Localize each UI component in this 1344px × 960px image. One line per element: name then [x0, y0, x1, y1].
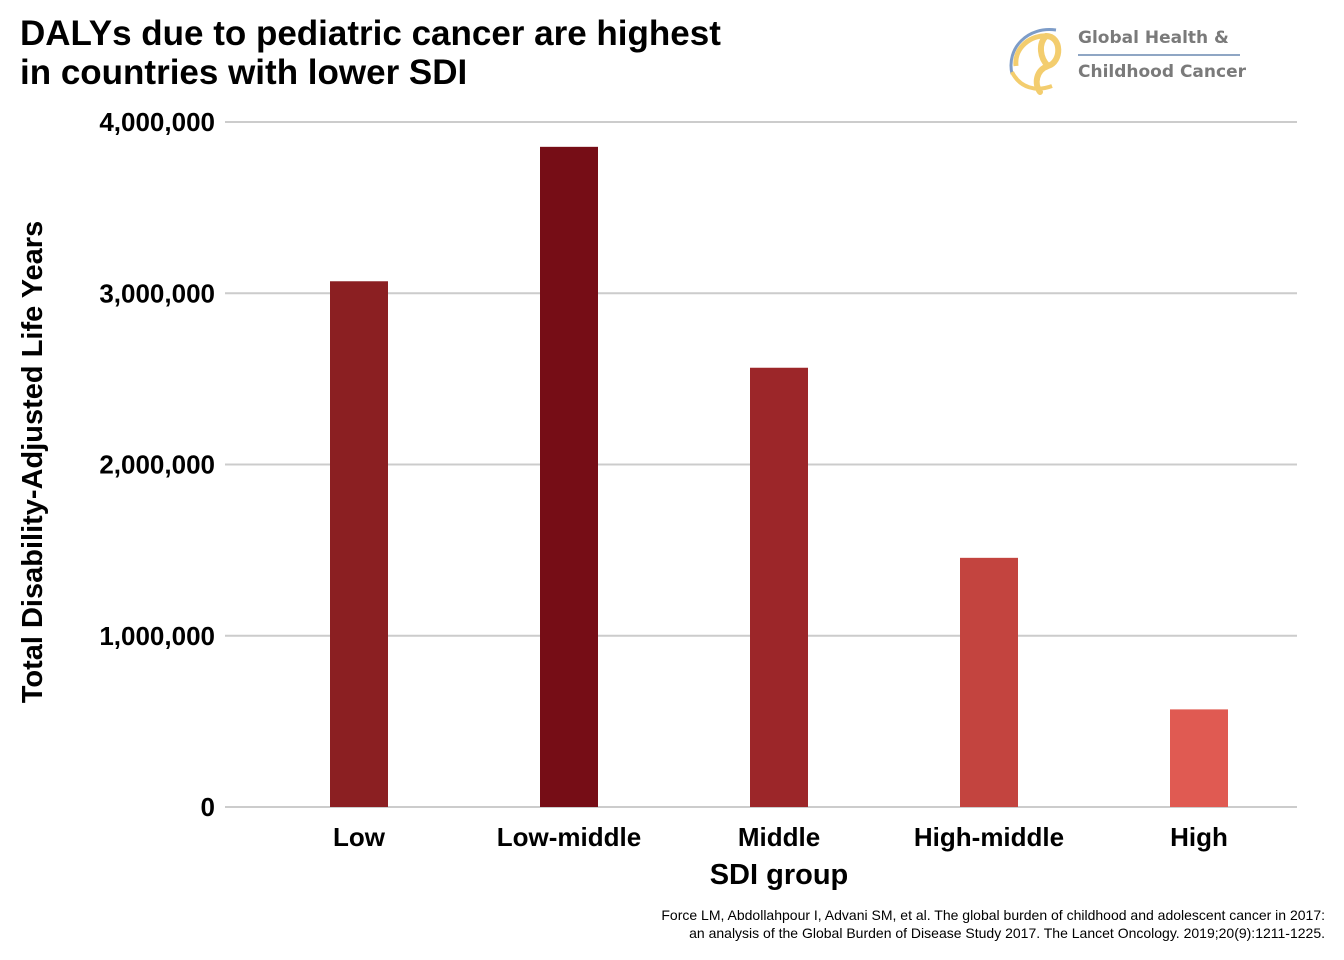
x-tick-label-0: Low: [333, 822, 386, 852]
bar-low-middle: [540, 146, 598, 808]
logo-text-line-1: Global Health &: [1078, 28, 1229, 48]
logo-divider: [1078, 54, 1240, 56]
bar-high: [1170, 709, 1228, 807]
global-health-childhood-cancer-logo: Global Health & Childhood Cancer: [1006, 22, 1266, 98]
y-tick-label-3: 3,000,000: [99, 278, 215, 308]
y-tick-label-4: 4,000,000: [99, 107, 215, 137]
citation-line-1: Force LM, Abdollahpour I, Advani SM, et …: [661, 907, 1325, 923]
x-axis-title: SDI group: [710, 859, 849, 891]
bar-middle: [750, 367, 808, 807]
logo-text-line-2: Childhood Cancer: [1078, 62, 1246, 82]
logo-ribbon: [1033, 33, 1062, 95]
y-tick-label-0: 0: [201, 792, 215, 822]
chart-title: DALYs due to pediatric cancer are highes…: [20, 14, 920, 92]
ribbon-logo-icon: [1009, 28, 1062, 95]
x-tick-label-1: Low-middle: [497, 822, 641, 852]
bar-low: [330, 281, 388, 807]
y-axis-title: Total Disability-Adjusted Life Years: [17, 221, 49, 703]
chart-title-line-1: DALYs due to pediatric cancer are highes…: [20, 14, 721, 53]
citation-line-2: an analysis of the Global Burden of Dise…: [689, 925, 1325, 941]
citation: Force LM, Abdollahpour I, Advani SM, et …: [661, 906, 1325, 942]
chart-title-line-2: in countries with lower SDI: [20, 53, 468, 92]
x-tick-label-3: High-middle: [914, 822, 1064, 852]
bar-high-middle: [960, 557, 1018, 807]
y-tick-label-1: 1,000,000: [99, 621, 215, 651]
x-tick-label-2: Middle: [738, 822, 820, 852]
logo-arc: [1009, 28, 1057, 75]
y-tick-label-2: 2,000,000: [99, 450, 215, 480]
logo-swoosh: [1010, 70, 1053, 91]
x-tick-label-4: High: [1170, 822, 1228, 852]
